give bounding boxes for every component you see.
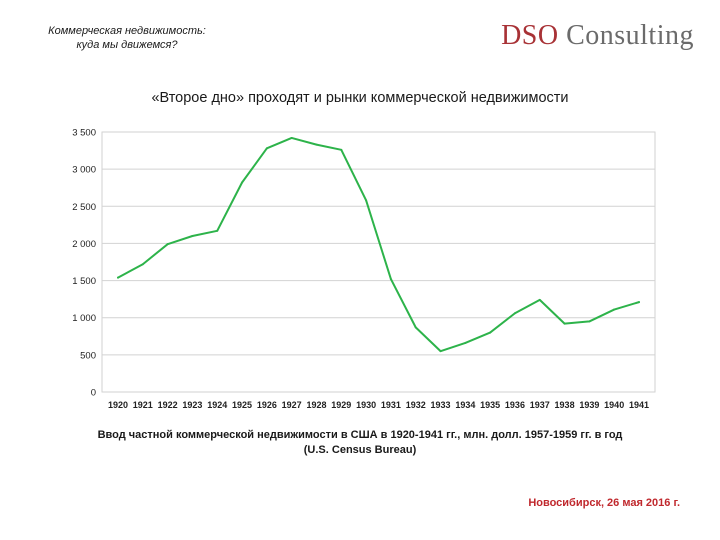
presentation-subtitle-line1: Коммерческая недвижимость:: [48, 25, 206, 37]
x-tick-label: 1937: [530, 400, 550, 410]
x-tick-label: 1940: [604, 400, 624, 410]
data-point: [290, 136, 293, 139]
plot-frame: [101, 131, 656, 393]
logo-consulting: Consulting: [566, 20, 694, 51]
x-tick-label: 1929: [331, 400, 351, 410]
x-tick-label: 1931: [381, 400, 401, 410]
x-tick-label: 1930: [356, 400, 376, 410]
data-point: [241, 181, 244, 184]
x-tick-label: 1924: [207, 400, 227, 410]
chart-caption: Ввод частной коммерческой недвижимости в…: [40, 428, 680, 458]
logo-dso: DSO: [501, 20, 559, 51]
data-point: [414, 326, 417, 329]
data-point: [538, 298, 541, 301]
footer-location-date: Новосибирск, 26 мая 2016 г.: [528, 497, 680, 509]
data-point: [513, 312, 516, 315]
x-tick-label: 1934: [455, 400, 475, 410]
series-line-0: [117, 136, 640, 353]
data-point: [638, 301, 640, 304]
x-tick-label: 1922: [158, 400, 178, 410]
y-tick-label: 3 000: [72, 165, 96, 176]
data-point: [265, 147, 268, 150]
data-point: [315, 143, 318, 146]
x-tick-label: 1925: [232, 400, 252, 410]
data-point: [489, 331, 492, 334]
x-tick-label: 1939: [579, 400, 599, 410]
y-tick-label: 0: [91, 388, 96, 399]
x-tick-label: 1938: [555, 400, 575, 410]
presentation-subtitle-line2: куда мы движемся?: [76, 39, 178, 51]
x-tick-label: 1923: [182, 400, 202, 410]
line-chart: 0 500 1 000 1 500 2 000 2 500 3 000 3 500 1920 19…: [72, 128, 656, 410]
slide-title: «Второе дно» проходят и рынки коммерческ…: [151, 90, 569, 106]
company-logo: DSO Consulting: [501, 20, 694, 52]
chart-caption-line2: (U.S. Census Bureau): [303, 444, 417, 456]
x-tick-label: 1927: [282, 400, 302, 410]
presentation-subtitle: Коммерческая недвижимость: куда мы движе…: [22, 24, 232, 52]
x-tick-label: 1936: [505, 400, 525, 410]
x-tick-label: 1921: [133, 400, 153, 410]
y-tick-label: 2 500: [72, 202, 96, 213]
data-point: [166, 243, 169, 246]
data-point: [141, 263, 144, 266]
x-tick-label: 1928: [306, 400, 326, 410]
x-tick-label: 1941: [629, 400, 649, 410]
y-tick-label: 1 500: [72, 276, 96, 287]
data-point: [365, 199, 368, 202]
data-point: [340, 148, 343, 151]
data-point: [191, 235, 194, 237]
data-point: [216, 229, 219, 232]
data-point: [117, 276, 119, 279]
chart-caption-line1: Ввод частной коммерческой недвижимости в…: [97, 429, 623, 441]
x-tick-label: 1920: [108, 400, 128, 410]
x-tick-label: 1933: [431, 400, 451, 410]
data-point: [588, 320, 591, 323]
data-point: [439, 350, 442, 353]
data-point: [563, 322, 566, 325]
data-point: [464, 341, 467, 344]
x-tick-label: 1932: [406, 400, 426, 410]
y-tick-label: 3 500: [72, 128, 96, 139]
data-point: [389, 278, 392, 281]
y-tick-label: 500: [80, 350, 96, 361]
x-tick-label: 1926: [257, 400, 277, 410]
x-tick-label: 1935: [480, 400, 500, 410]
y-tick-label: 1 000: [72, 313, 96, 324]
data-point: [613, 308, 616, 311]
y-tick-label: 2 000: [72, 239, 96, 250]
